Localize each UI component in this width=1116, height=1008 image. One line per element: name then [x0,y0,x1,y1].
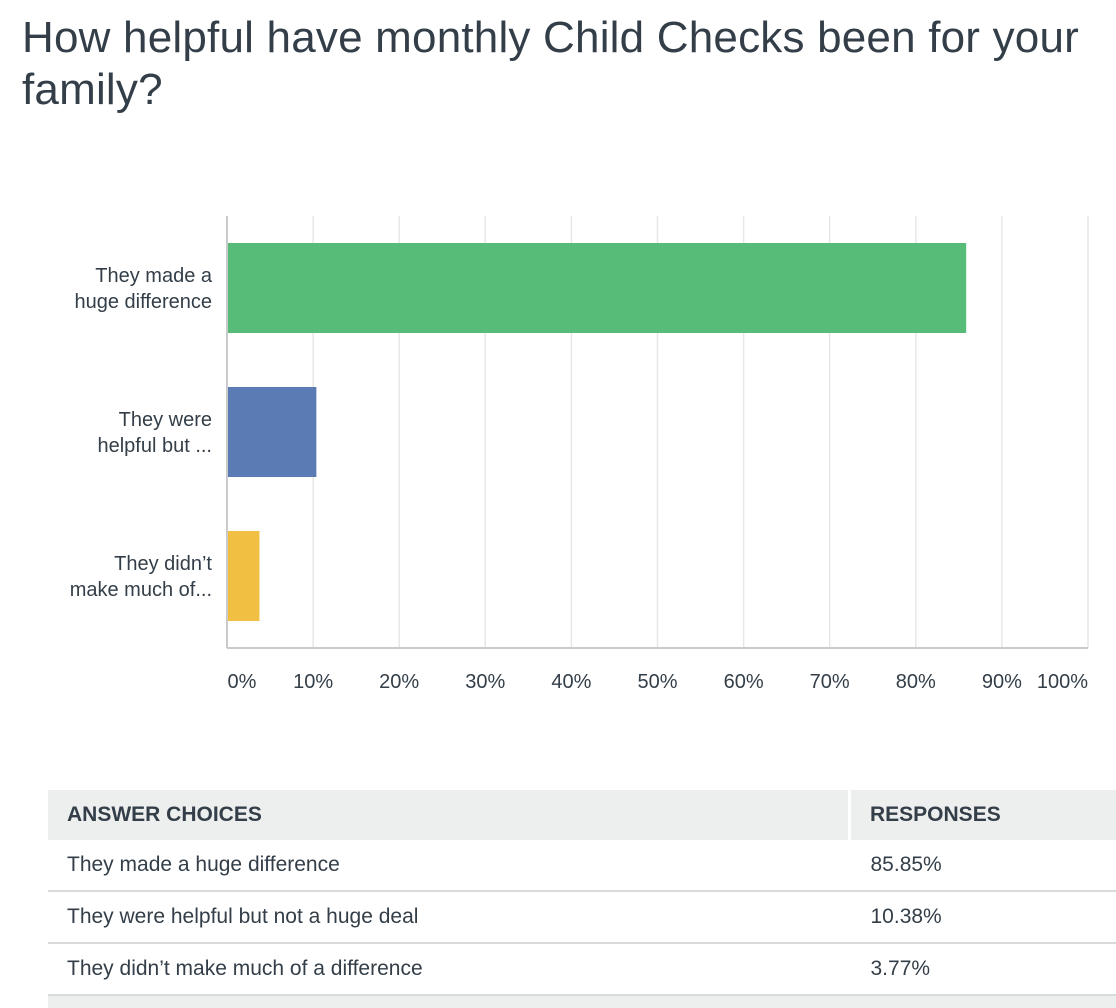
header-responses: RESPONSES [850,790,1116,840]
answer-choice-cell: They were helpful but not a huge deal [48,891,850,943]
table-footer-row [48,995,1116,1008]
category-label: huge difference [74,291,212,313]
table-footer-cell [48,995,850,1008]
bar [227,243,966,333]
category-label: They were [119,409,212,431]
x-tick-label: 20% [379,671,419,693]
response-percent-cell: 85.85% [850,840,1116,891]
bars [227,243,966,621]
results-table: ANSWER CHOICES RESPONSES They made a hug… [48,790,1116,1008]
table-row: They made a huge difference 85.85% [48,840,1116,891]
x-tick-label: 0% [228,671,257,693]
x-tick-label: 90% [982,671,1022,693]
header-answer-choices: ANSWER CHOICES [48,790,850,840]
category-label: helpful but ... [97,435,212,457]
x-tick-label: 70% [810,671,850,693]
bar [227,387,316,477]
response-percent-cell: 10.38% [850,891,1116,943]
x-tick-label: 100% [1037,671,1088,693]
category-label: They didn’t [114,553,212,575]
table-row: They were helpful but not a huge deal 10… [48,891,1116,943]
answer-choice-cell: They made a huge difference [48,840,850,891]
x-tick-label: 50% [637,671,677,693]
response-percent-cell: 3.77% [850,943,1116,995]
table-footer-cell [850,995,1116,1008]
x-tick-label: 80% [896,671,936,693]
bar-chart: They made a huge difference They were helpf… [0,0,1116,720]
category-label: make much of... [70,579,212,601]
table-row: They didn’t make much of a difference 3.… [48,943,1116,995]
x-tick-labels: 0% 10% 20% 30% 40% 50% 60% 70% 80% 90% 100% [228,671,1089,693]
x-tick-label: 30% [465,671,505,693]
x-tick-label: 10% [293,671,333,693]
x-tick-label: 40% [551,671,591,693]
category-label: They made a [95,265,213,287]
answer-choice-cell: They didn’t make much of a difference [48,943,850,995]
bar [227,531,259,621]
x-tick-label: 60% [724,671,764,693]
category-labels: They made a huge difference They were helpf… [70,265,213,601]
table-header-row: ANSWER CHOICES RESPONSES [48,790,1116,840]
